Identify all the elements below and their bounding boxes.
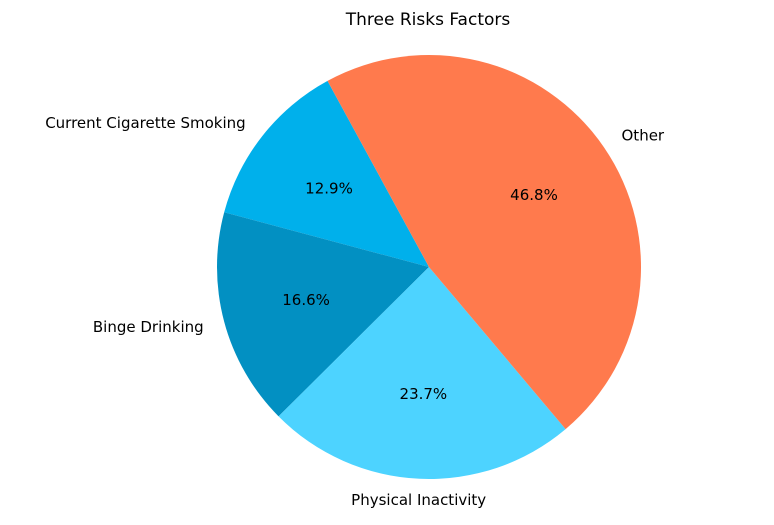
pie-percent-label-binge-drinking: 16.6% <box>282 291 330 309</box>
pie-percent-label-current-cigarette-smoking: 12.9% <box>305 179 353 197</box>
pie-labels: 12.9% Current Cigarette Smoking 16.6% Binge… <box>45 114 665 509</box>
pie-percent-label-physical-inactivity: 23.7% <box>400 385 448 403</box>
pie-slice-binge-drinking <box>217 212 429 417</box>
pie-slice-physical-inactivity <box>278 267 566 480</box>
pie-percent-label-other: 46.8% <box>510 186 558 204</box>
pie-category-label-other: Other <box>622 126 665 144</box>
chart-title: Three Risks Factors <box>345 10 511 30</box>
pie-category-label-physical-inactivity: Physical Inactivity <box>351 491 486 509</box>
pie-slice-current-cigarette-smoking <box>224 80 429 267</box>
pie-slice-other <box>327 55 641 430</box>
pie-category-label-binge-drinking: Binge Drinking <box>93 318 204 336</box>
pie-slices <box>217 55 641 480</box>
pie-category-label-current-cigarette-smoking: Current Cigarette Smoking <box>45 114 245 132</box>
